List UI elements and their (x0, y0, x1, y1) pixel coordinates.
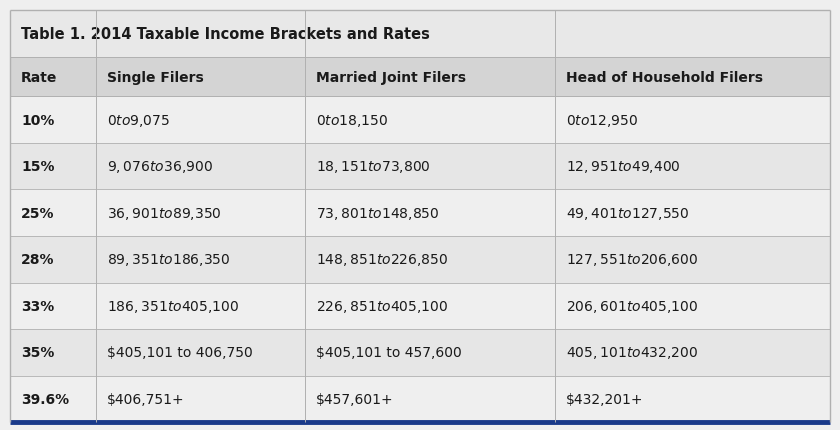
Bar (10, 11, 830, 58)
Text: $0 to $18,150: $0 to $18,150 (316, 112, 388, 129)
Text: $148,851 to $226,850: $148,851 to $226,850 (316, 252, 449, 268)
Text: $73,801 to $148,850: $73,801 to $148,850 (316, 205, 439, 221)
Text: 33%: 33% (21, 299, 55, 313)
Text: $405,101 to 406,750: $405,101 to 406,750 (107, 346, 253, 359)
Text: 15%: 15% (21, 160, 55, 174)
Text: $405,101 to 457,600: $405,101 to 457,600 (316, 346, 462, 359)
Bar (10, 58, 830, 97)
Bar (10, 329, 830, 376)
Text: $89,351 to $186,350: $89,351 to $186,350 (107, 252, 231, 268)
Bar (10, 97, 830, 144)
Text: $18,151 to$73,800: $18,151 to$73,800 (316, 159, 431, 175)
Text: $49,401 to $127,550: $49,401 to $127,550 (566, 205, 690, 221)
Text: Rate: Rate (21, 71, 57, 85)
Text: $0 to $9,075: $0 to $9,075 (107, 112, 171, 129)
Text: $9,076 to $36,900: $9,076 to $36,900 (107, 159, 213, 175)
Text: $226,851 to $405,100: $226,851 to $405,100 (316, 298, 449, 314)
Text: 10%: 10% (21, 114, 55, 127)
Text: $186,351 to $405,100: $186,351 to $405,100 (107, 298, 239, 314)
Text: 25%: 25% (21, 206, 55, 220)
Text: Head of Household Filers: Head of Household Filers (566, 71, 764, 85)
Text: Married Joint Filers: Married Joint Filers (316, 71, 466, 85)
Bar (10, 190, 830, 237)
Text: $0 to $12,950: $0 to $12,950 (566, 112, 638, 129)
Text: 28%: 28% (21, 253, 55, 267)
Text: $457,601+: $457,601+ (316, 392, 394, 406)
Text: $406,751+: $406,751+ (107, 392, 185, 406)
Bar (10, 237, 830, 283)
Text: Single Filers: Single Filers (107, 71, 204, 85)
Text: $12,951 to $49,400: $12,951 to $49,400 (566, 159, 681, 175)
Text: Table 1. 2014 Taxable Income Brackets and Rates: Table 1. 2014 Taxable Income Brackets an… (21, 27, 430, 42)
Text: $405,101 to $432,200: $405,101 to $432,200 (566, 344, 699, 361)
Bar (10, 144, 830, 190)
Bar (10, 376, 830, 422)
Text: $36,901 to $89,350: $36,901 to $89,350 (107, 205, 222, 221)
Text: 39.6%: 39.6% (21, 392, 69, 406)
Text: $206,601 to $405,100: $206,601 to $405,100 (566, 298, 699, 314)
Text: $127,551 to $206,600: $127,551 to $206,600 (566, 252, 699, 268)
Text: $432,201+: $432,201+ (566, 392, 643, 406)
Text: 35%: 35% (21, 346, 55, 359)
Bar (10, 283, 830, 329)
